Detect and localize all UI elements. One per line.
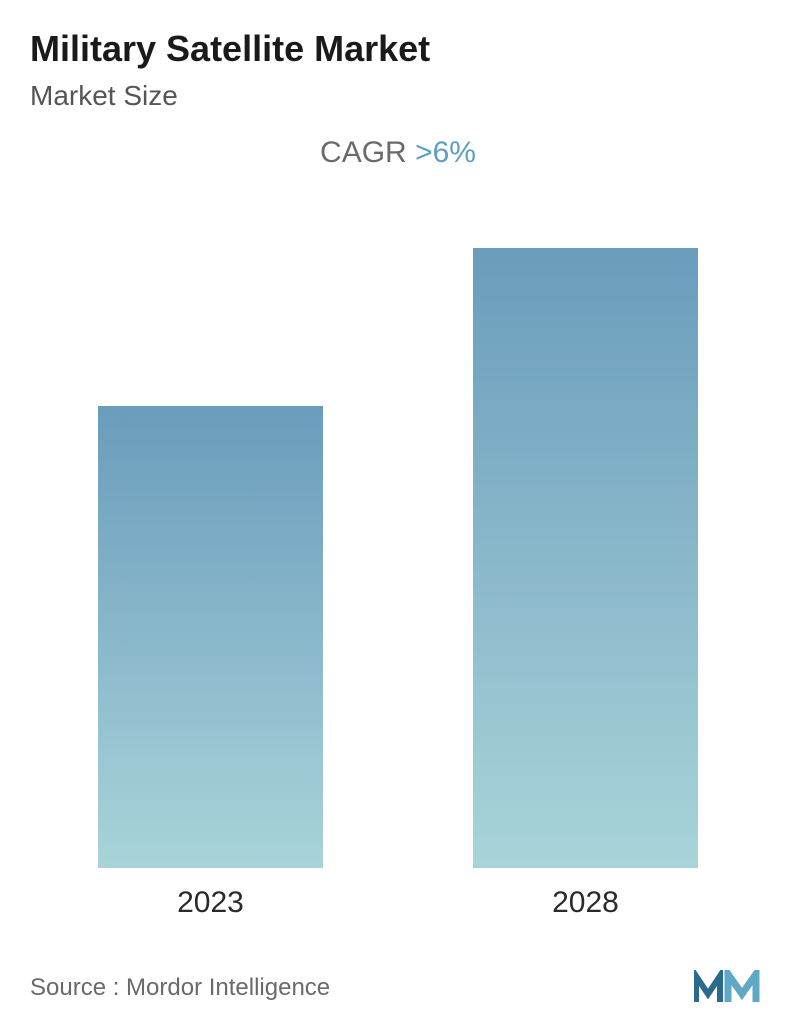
chart-container: Military Satellite Market Market Size CA… <box>0 0 796 1034</box>
bar-chart: 2023 2028 <box>30 210 766 920</box>
page-subtitle: Market Size <box>30 80 766 112</box>
bar-2023 <box>98 406 323 868</box>
bar-2028 <box>473 248 698 868</box>
page-title: Military Satellite Market <box>30 28 766 70</box>
footer: Source : Mordor Intelligence <box>30 960 766 1006</box>
cagr-value: >6% <box>415 136 476 169</box>
brand-logo <box>694 970 766 1006</box>
bar-label-2028: 2028 <box>552 886 619 920</box>
bar-label-2023: 2023 <box>177 886 244 920</box>
cagr-row: CAGR >6% <box>30 136 766 170</box>
bar-group-2028: 2028 <box>473 248 698 920</box>
bar-group-2023: 2023 <box>98 406 323 920</box>
source-text: Source : Mordor Intelligence <box>30 974 330 1002</box>
cagr-label: CAGR <box>320 136 415 169</box>
